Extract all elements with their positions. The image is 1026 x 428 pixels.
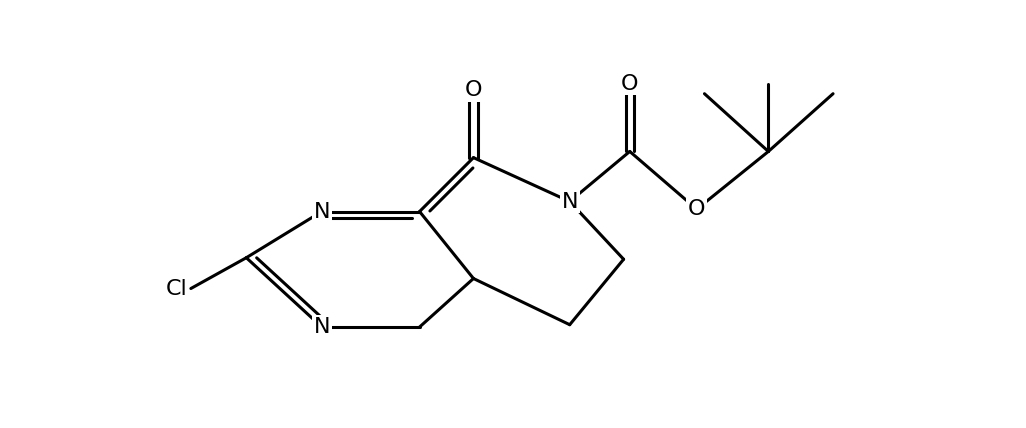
Text: O: O [465,80,482,100]
Text: O: O [688,199,706,219]
Text: Cl: Cl [165,279,187,298]
Text: N: N [314,202,330,222]
Text: N: N [561,191,578,211]
Text: N: N [314,317,330,337]
Text: O: O [621,74,638,94]
